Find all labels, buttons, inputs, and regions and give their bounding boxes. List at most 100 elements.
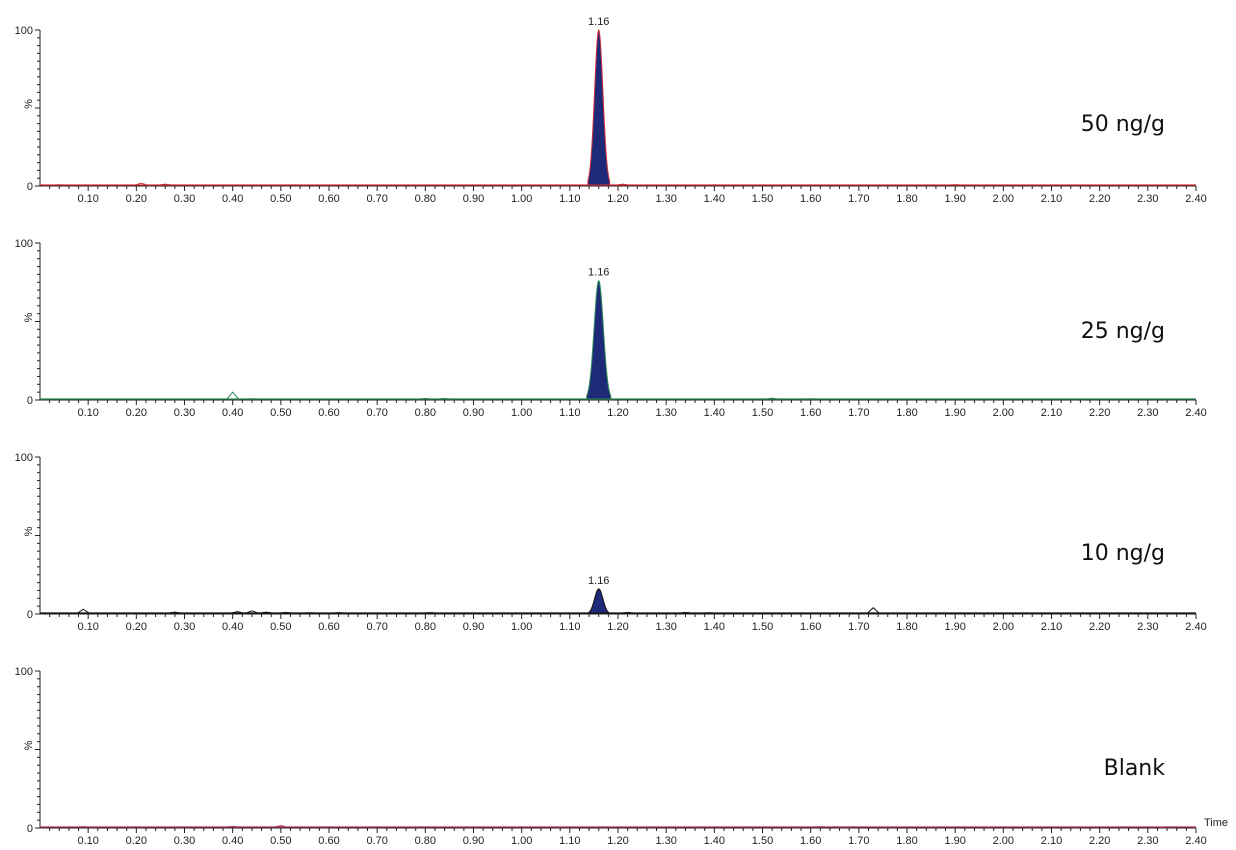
x-tick-label: 2.10 [1041,193,1062,205]
x-tick-label: 1.90 [944,193,965,205]
x-tick-label: 2.40 [1185,621,1206,633]
peak-rt-label: 1.16 [588,575,609,587]
x-tick-label: 0.60 [318,193,339,205]
noise-blip [135,182,148,186]
y-axis-unit-label: % [23,99,35,109]
sample-label: 25 ng/g [1081,319,1165,344]
x-tick-label: 0.90 [463,835,484,847]
peak-rt-label: 1.16 [588,267,609,279]
x-tick-label: 0.20 [126,835,147,847]
x-tick-label: 2.00 [993,407,1014,419]
x-tick-label: 1.40 [704,621,725,633]
peak-area [587,588,611,615]
x-tick-label: 0.20 [126,193,147,205]
x-tick-label: 1.00 [511,193,532,205]
x-tick-label: 2.20 [1089,407,1110,419]
x-tick-label: 1.80 [896,193,917,205]
noise-blip [766,397,778,400]
y-tick-label-min: 0 [27,181,33,193]
y-axis-unit-label: % [23,526,35,536]
noise-blip [438,397,451,400]
x-tick-label: 2.40 [1185,407,1206,419]
noise-blip [679,611,692,614]
x-tick-label: 0.90 [463,407,484,419]
x-tick-label: 1.30 [655,621,676,633]
x-tick-label: 1.10 [559,621,580,633]
x-tick-label: 1.10 [559,407,580,419]
chromatogram-panel: 0% 100 0.10 0.20 0.30 0.40 0.50 0.60 0.70 0.80 0.9… [15,452,1207,633]
x-tick-label: 2.20 [1089,621,1110,633]
x-tick-label: 2.10 [1041,835,1062,847]
noise-blip [260,611,273,614]
x-tick-label: 0.40 [222,407,243,419]
noise-blip [226,391,239,400]
x-tick-label: 1.00 [511,835,532,847]
x-tick-label: 0.10 [77,193,98,205]
x-tick-label: 0.30 [174,835,195,847]
x-tick-label: 0.80 [415,835,436,847]
noise-blip [616,183,629,186]
x-tick-label: 0.10 [77,621,98,633]
x-tick-label: 0.90 [463,621,484,633]
x-tick-label: 1.40 [704,835,725,847]
x-tick-label: 1.40 [704,407,725,419]
chromatogram-panel: 0% 100 0.10 0.20 0.30 0.40 0.50 0.60 0.70 0.80 0.9… [15,16,1207,205]
x-tick-label: 1.20 [607,621,628,633]
x-tick-label: 1.60 [800,193,821,205]
peak-rt-label: 1.16 [588,16,609,28]
x-tick-label: 0.50 [270,407,291,419]
x-tick-label: 1.50 [752,193,773,205]
x-tick-label: 0.90 [463,193,484,205]
x-tick-label: 0.70 [366,193,387,205]
x-tick-label: 0.50 [270,193,291,205]
x-tick-label: 0.80 [415,193,436,205]
sample-label: Blank [1104,756,1166,781]
x-tick-label: 2.40 [1185,835,1206,847]
y-tick-label-max: 100 [15,666,33,678]
x-tick-label: 0.10 [77,407,98,419]
x-tick-label: 0.40 [222,835,243,847]
y-tick-label-max: 100 [15,25,33,37]
x-tick-label: 1.90 [944,621,965,633]
x-tick-label: 1.60 [800,835,821,847]
x-tick-label: 1.50 [752,835,773,847]
x-tick-label: 0.60 [318,621,339,633]
x-tick-label: 2.30 [1137,193,1158,205]
x-tick-label: 1.60 [800,621,821,633]
x-tick-label: 2.10 [1041,621,1062,633]
x-tick-label: 1.50 [752,621,773,633]
y-tick-label-min: 0 [27,395,33,407]
x-tick-label: 0.80 [415,621,436,633]
x-tick-label: 2.00 [993,193,1014,205]
x-tick-label: 1.30 [655,193,676,205]
x-tick-label: 1.90 [944,407,965,419]
x-tick-label: 0.20 [126,407,147,419]
x-tick-label: 2.00 [993,835,1014,847]
x-tick-label: 1.20 [607,407,628,419]
x-tick-label: 1.70 [848,407,869,419]
x-tick-label: 1.00 [511,407,532,419]
x-tick-label: 1.10 [559,193,580,205]
x-tick-label: 1.70 [848,835,869,847]
x-tick-label: 2.20 [1089,835,1110,847]
sample-label: 50 ng/g [1081,112,1165,137]
x-tick-label: 1.60 [800,407,821,419]
x-tick-label: 0.80 [415,407,436,419]
x-tick-label: 2.40 [1185,193,1206,205]
x-tick-label: 1.90 [944,835,965,847]
x-tick-label: 1.30 [655,407,676,419]
x-tick-label: 0.60 [318,835,339,847]
chromatogram-panel: 0% 100 0.10 0.20 0.30 0.40 0.50 0.60 0.70 0.80 0.9… [15,666,1228,847]
x-tick-label: 1.10 [559,835,580,847]
peak-area [587,28,611,186]
noise-blip [419,397,432,400]
x-tick-label: 0.20 [126,621,147,633]
x-tick-label: 0.50 [270,621,291,633]
x-tick-label: 2.30 [1137,835,1158,847]
x-tick-label: 1.40 [704,193,725,205]
x-tick-label: 0.70 [366,621,387,633]
x-tick-label: 0.30 [174,407,195,419]
x-tick-label: 0.30 [174,193,195,205]
x-tick-label: 2.00 [993,621,1014,633]
